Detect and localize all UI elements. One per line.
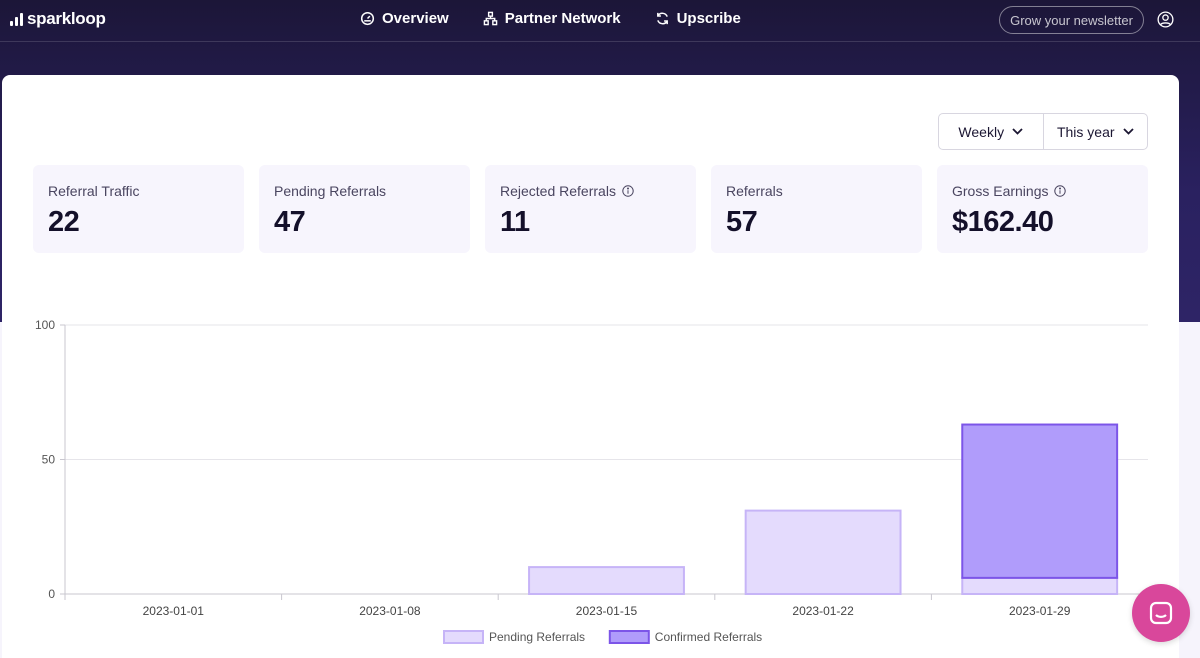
logo-bars-icon <box>10 12 23 26</box>
chevron-down-icon <box>1122 128 1134 135</box>
range-select-label: This year <box>1056 123 1115 140</box>
stat-label: Pending Referrals <box>274 183 387 199</box>
bar-pending <box>744 509 902 595</box>
sparkloop-logo[interactable]: sparkloop <box>10 9 106 29</box>
bar-pending <box>528 566 685 595</box>
nav-partner-network[interactable]: Partner Network <box>483 10 621 27</box>
y-tick-label: 0 <box>48 587 55 601</box>
stat-referrals: Referrals 57 <box>711 165 922 253</box>
stat-label-wrap: Pending Referrals <box>274 183 455 199</box>
y-tick-label: 100 <box>35 318 55 332</box>
bar-pending <box>961 576 1119 595</box>
info-icon[interactable] <box>1054 185 1067 197</box>
x-tick-label: 2023-01-01 <box>143 604 205 618</box>
stat-value: 11 <box>500 206 530 238</box>
y-tick-label: 50 <box>42 453 56 467</box>
nav-upscribe-label: Upscribe <box>676 10 741 27</box>
stat-label-wrap: Rejected Referrals <box>500 183 681 199</box>
nav-upscribe[interactable]: Upscribe <box>655 10 741 27</box>
stat-label: Gross Earnings <box>952 183 1049 199</box>
range-select[interactable]: This year <box>1042 114 1148 149</box>
stat-label: Rejected Referrals <box>500 183 616 199</box>
x-tick-label: 2023-01-29 <box>1009 604 1071 618</box>
bar-confirmed <box>961 423 1119 579</box>
stat-rejected-referrals: Rejected Referrals 11 <box>485 165 696 253</box>
nav-overview-label: Overview <box>382 10 449 27</box>
brand-name: sparkloop <box>27 9 106 28</box>
nav-partner-network-label: Partner Network <box>504 10 621 27</box>
network-icon <box>483 11 498 26</box>
legend-label: Pending Referrals <box>489 630 585 644</box>
x-tick-label: 2023-01-08 <box>359 604 421 618</box>
stat-label: Referral Traffic <box>48 183 140 199</box>
user-circle-icon[interactable] <box>1157 11 1174 28</box>
x-tick-label: 2023-01-15 <box>576 604 638 618</box>
legend-swatch <box>443 630 484 644</box>
stat-referral-traffic: Referral Traffic 22 <box>33 165 244 253</box>
top-navigation: sparkloop Overview Partner Network Upscr… <box>0 0 1200 42</box>
stat-label-wrap: Gross Earnings <box>952 183 1133 199</box>
period-select-label: Weekly <box>958 123 1005 140</box>
legend-swatch <box>608 630 650 644</box>
nav-links: Overview Partner Network Upscribe <box>360 10 741 27</box>
chevron-down-icon <box>1012 128 1023 135</box>
stat-label-wrap: Referral Traffic <box>48 183 229 199</box>
stat-value: 22 <box>48 206 80 238</box>
chat-button[interactable] <box>1132 584 1190 642</box>
referrals-bar-chart: 0 50 100 2023-01-01 2023-01-08 2023-01-15 2023… <box>35 318 1149 644</box>
refresh-icon <box>656 12 668 25</box>
stat-label: Referrals <box>726 183 783 199</box>
dashboard-icon <box>360 11 375 26</box>
nav-overview[interactable]: Overview <box>360 10 449 27</box>
stat-value: $162.40 <box>952 206 1054 238</box>
grow-newsletter-button[interactable]: Grow your newsletter <box>999 6 1144 34</box>
stat-value: 47 <box>274 206 306 238</box>
stat-label-wrap: Referrals <box>726 183 907 199</box>
legend-label: Confirmed Referrals <box>655 630 762 644</box>
period-select[interactable]: Weekly <box>939 114 1043 149</box>
stat-gross-earnings: Gross Earnings $162.40 <box>937 165 1148 253</box>
info-icon[interactable] <box>622 185 634 197</box>
stat-value: 57 <box>726 206 758 238</box>
stat-pending-referrals: Pending Referrals 47 <box>259 165 470 253</box>
chat-icon <box>1149 601 1173 625</box>
chart-filters: Weekly This year <box>938 113 1148 150</box>
x-tick-label: 2023-01-22 <box>792 604 854 618</box>
